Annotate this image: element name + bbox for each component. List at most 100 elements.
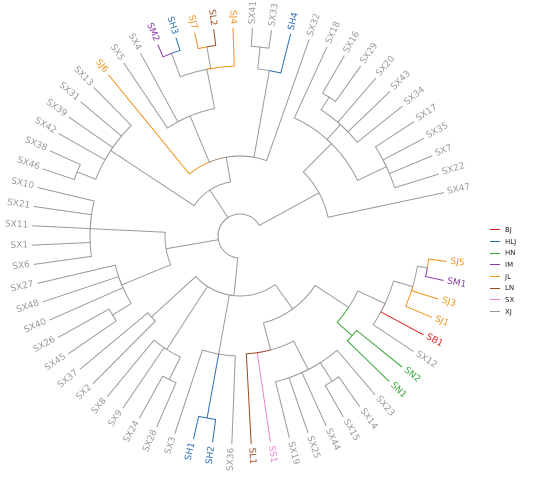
tip-label-SJ5: SJ5 — [450, 257, 465, 269]
branch-arc-35 — [246, 349, 271, 355]
tip-label-SX11: SX11 — [5, 219, 29, 230]
tip-label-SN2: SN2 — [402, 365, 422, 384]
tip-label-SX19: SX19 — [285, 441, 300, 466]
branch-arc-126 — [331, 143, 358, 181]
legend-swatch — [490, 241, 500, 243]
tip-label-SX45: SX45 — [43, 352, 68, 373]
tip-label-SX36: SX36 — [226, 447, 237, 471]
tip-branch-SX41 — [250, 27, 253, 47]
tip-branch-SX39 — [68, 116, 114, 149]
tip-branch-SN2 — [356, 329, 403, 368]
tip-branch-SX11 — [31, 225, 91, 230]
tip-branch-SX27 — [36, 264, 116, 284]
tip-branch-SL1 — [245, 353, 252, 445]
branch-arc-49 — [162, 375, 170, 380]
branch-77 — [110, 150, 195, 207]
branch-arc-4 — [292, 285, 316, 310]
tip-branch-SX44 — [301, 372, 327, 426]
tip-label-SX10: SX10 — [10, 176, 35, 191]
tip-branch-SX20 — [337, 77, 377, 123]
branch-arc-44 — [207, 285, 234, 297]
tip-branch-SX23 — [336, 349, 376, 395]
tip-label-SX13: SX13 — [71, 65, 95, 89]
branch-arc-46 — [166, 348, 181, 358]
tip-label-SX8: SX8 — [90, 396, 109, 416]
tip-label-SX21: SX21 — [6, 198, 31, 211]
legend: BJ HLJ HN IM JL LN SX XJ — [490, 224, 548, 318]
branch-arc-80 — [73, 171, 78, 180]
tip-label-SX33: SX33 — [267, 3, 280, 28]
tip-label-SX23: SX23 — [374, 394, 397, 418]
legend-label: HLJ — [505, 237, 517, 246]
tip-label-SX24: SX24 — [122, 419, 142, 444]
tip-label-SH4: SH4 — [287, 11, 301, 31]
branch-127 — [357, 166, 387, 181]
tip-branch-SX4 — [140, 52, 179, 123]
branch-arc-111 — [226, 155, 267, 162]
branch-arc-76 — [193, 189, 211, 206]
branch-100 — [206, 46, 212, 70]
branch-arc-13 — [425, 267, 428, 277]
branch-57 — [165, 239, 219, 250]
tip-branch-SX25 — [288, 377, 309, 434]
branch-arc-66 — [114, 265, 123, 286]
legend-swatch — [490, 311, 500, 313]
tip-branch-SN1 — [346, 340, 390, 382]
branch-arc-20 — [351, 330, 358, 336]
tip-branch-SL2 — [213, 29, 217, 47]
tip-label-SX44: SX44 — [323, 427, 342, 453]
branch-arc-125 — [340, 124, 358, 143]
branch-arc-81 — [76, 164, 81, 173]
tip-branch-SM2 — [157, 44, 164, 58]
tip-branch-SX17 — [374, 121, 415, 148]
tip-branch-SX45 — [68, 320, 117, 355]
tip-label-SX2: SX2 — [74, 383, 94, 403]
tip-branch-SX47 — [327, 192, 444, 218]
branch-arc-97 — [162, 52, 172, 58]
branch-arc-109 — [260, 46, 269, 49]
branch-arc-51 — [153, 339, 167, 350]
tip-label-SX35: SX35 — [425, 121, 450, 141]
branch-arc-123 — [337, 121, 341, 125]
tip-branch-SJ4 — [232, 27, 235, 67]
legend-item-hn: HN — [490, 247, 548, 259]
branch-arc-15 — [405, 286, 414, 307]
tip-branch-SX6 — [33, 255, 92, 265]
branch-arc-8 — [384, 280, 395, 304]
branch-28 — [319, 362, 333, 382]
branch-arc-63 — [108, 308, 113, 316]
branch-107 — [257, 46, 261, 70]
legend-swatch — [490, 229, 500, 231]
branch-arc-89 — [209, 156, 227, 163]
legend-item-im: IM — [490, 259, 548, 271]
tip-label-SJ6: SJ6 — [93, 58, 110, 75]
branch-1 — [233, 257, 239, 297]
branch-120 — [320, 96, 330, 111]
tip-label-SX4: SX4 — [126, 32, 143, 52]
branch-68 — [89, 228, 166, 233]
tip-label-SJ1: SJ1 — [433, 314, 450, 329]
legend-label: XJ — [505, 307, 512, 316]
tip-label-SX14: SX14 — [358, 407, 380, 432]
tip-branch-SJ1 — [405, 305, 432, 318]
tip-branch-SM1 — [425, 276, 444, 281]
branch-19 — [336, 321, 353, 337]
tip-label-SH2: SH2 — [205, 445, 217, 464]
branch-arc-114 — [302, 171, 320, 194]
branch-61 — [112, 302, 132, 316]
branch-75 — [209, 189, 229, 219]
tip-branch-SX21 — [33, 205, 93, 216]
branch-79 — [76, 171, 97, 180]
tip-branch-SX37 — [79, 312, 149, 370]
branch-arc-110 — [269, 70, 281, 74]
branch-arc-42 — [198, 415, 208, 419]
tip-label-SB1: SB1 — [424, 332, 444, 349]
tip-branch-SX9 — [122, 347, 165, 409]
tip-label-SX22: SX22 — [441, 161, 466, 177]
tip-label-SX26: SX26 — [32, 335, 57, 355]
branch-arc-131 — [385, 166, 396, 188]
legend-swatch — [490, 276, 500, 278]
tip-branch-SX38 — [49, 150, 81, 165]
branch-105 — [253, 70, 270, 158]
